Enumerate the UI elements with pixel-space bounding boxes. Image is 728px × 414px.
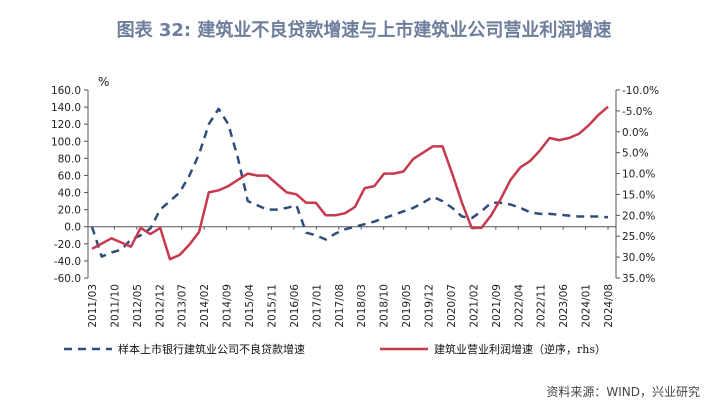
right-axis-tick-label: 10.0% <box>622 169 655 181</box>
right-axis-tick-label: 30.0% <box>622 252 655 264</box>
right-axis-tick-label: 20.0% <box>622 210 655 222</box>
x-axis-tick-label: 2019/05 <box>401 284 413 328</box>
left-axis-tick-label: 80.0 <box>58 153 81 165</box>
left-axis-tick-label: -20.0 <box>54 239 81 251</box>
right-axis-tick-label: 25.0% <box>622 231 655 243</box>
legend-label-profit: 建筑业营业利润增速（逆序，rhs） <box>434 342 606 356</box>
x-axis-tick-label: 2012/05 <box>132 284 144 328</box>
x-axis-tick-label: 2022/11 <box>536 284 548 328</box>
source-note: 资料来源：WIND，兴业研究 <box>546 385 700 399</box>
x-axis-tick-label: 2024/08 <box>603 284 615 328</box>
left-axis-tick-label: 100.0 <box>51 136 81 148</box>
left-axis-tick-label: 120.0 <box>51 119 81 131</box>
x-axis-tick-label: 2011/10 <box>109 284 121 328</box>
x-axis-tick-label: 2023/06 <box>558 284 570 328</box>
series-layer <box>90 105 609 261</box>
right-axis-tick-label: 5.0% <box>622 148 649 160</box>
legend-label-npl: 样本上市银行建筑业公司不良贷款增速 <box>118 342 305 356</box>
left-axis-unit: % <box>98 75 110 89</box>
left-axis-tick-label: -60.0 <box>54 273 81 285</box>
x-axis-tick-label: 2012/12 <box>154 284 166 328</box>
chart-title: 图表 32: 建筑业不良贷款增速与上市建筑业公司营业利润增速 <box>116 20 612 41</box>
x-axis-tick-label: 2020/07 <box>446 284 458 328</box>
x-axis-tick-label: 2015/04 <box>244 284 256 328</box>
series-profit-growth-line <box>91 105 609 261</box>
x-axis-tick-label: 2014/09 <box>222 284 234 328</box>
right-axis-tick-label: 15.0% <box>622 189 655 201</box>
left-axis-tick-label: 20.0 <box>58 205 81 217</box>
left-axis-tick-label: 60.0 <box>58 170 81 182</box>
x-axis-tick-label: 2015/11 <box>266 284 278 328</box>
x-axis-tick-label: 2019/12 <box>424 284 436 328</box>
x-axis-tick-label: 2021/09 <box>491 284 503 328</box>
left-axis-tick-label: 140.0 <box>51 102 81 114</box>
right-axis-tick-label: -10.0% <box>622 85 659 97</box>
x-axis-tick-label: 2018/10 <box>379 284 391 328</box>
right-axis-tick-label: 0.0% <box>622 127 649 139</box>
left-axis-tick-label: 160.0 <box>51 85 81 97</box>
x-axis-tick-label: 2024/01 <box>581 284 593 328</box>
right-axis-tick-label: -5.0% <box>622 106 652 118</box>
series-npl-growth-line <box>90 107 609 258</box>
chart-axes: -60.0 -40.0 -20.0 0.0 20.0 40.0 60.0 80.0 100.0 1… <box>51 85 659 328</box>
x-axis-tick-label: 2014/02 <box>199 284 211 328</box>
x-axis-tick-label: 2021/02 <box>468 284 480 328</box>
x-axis-tick-label: 2011/03 <box>87 284 99 328</box>
right-axis-tick-label: 35.0% <box>622 273 655 285</box>
x-axis-tick-label: 2018/03 <box>356 284 368 328</box>
left-axis-tick-label: 40.0 <box>58 188 81 200</box>
x-axis-tick-label: 2013/07 <box>177 284 189 328</box>
legend: 样本上市银行建筑业公司不良贷款增速 建筑业营业利润增速（逆序，rhs） <box>64 342 606 356</box>
x-axis-tick-label: 2017/08 <box>334 284 346 328</box>
left-axis-tick-label: 0.0 <box>64 222 81 234</box>
x-axis-tick-label: 2022/04 <box>513 284 525 328</box>
x-axis-tick-label: 2016/06 <box>289 284 301 328</box>
x-axis-tick-label: 2017/01 <box>311 284 323 328</box>
left-axis-tick-label: -40.0 <box>54 256 81 268</box>
